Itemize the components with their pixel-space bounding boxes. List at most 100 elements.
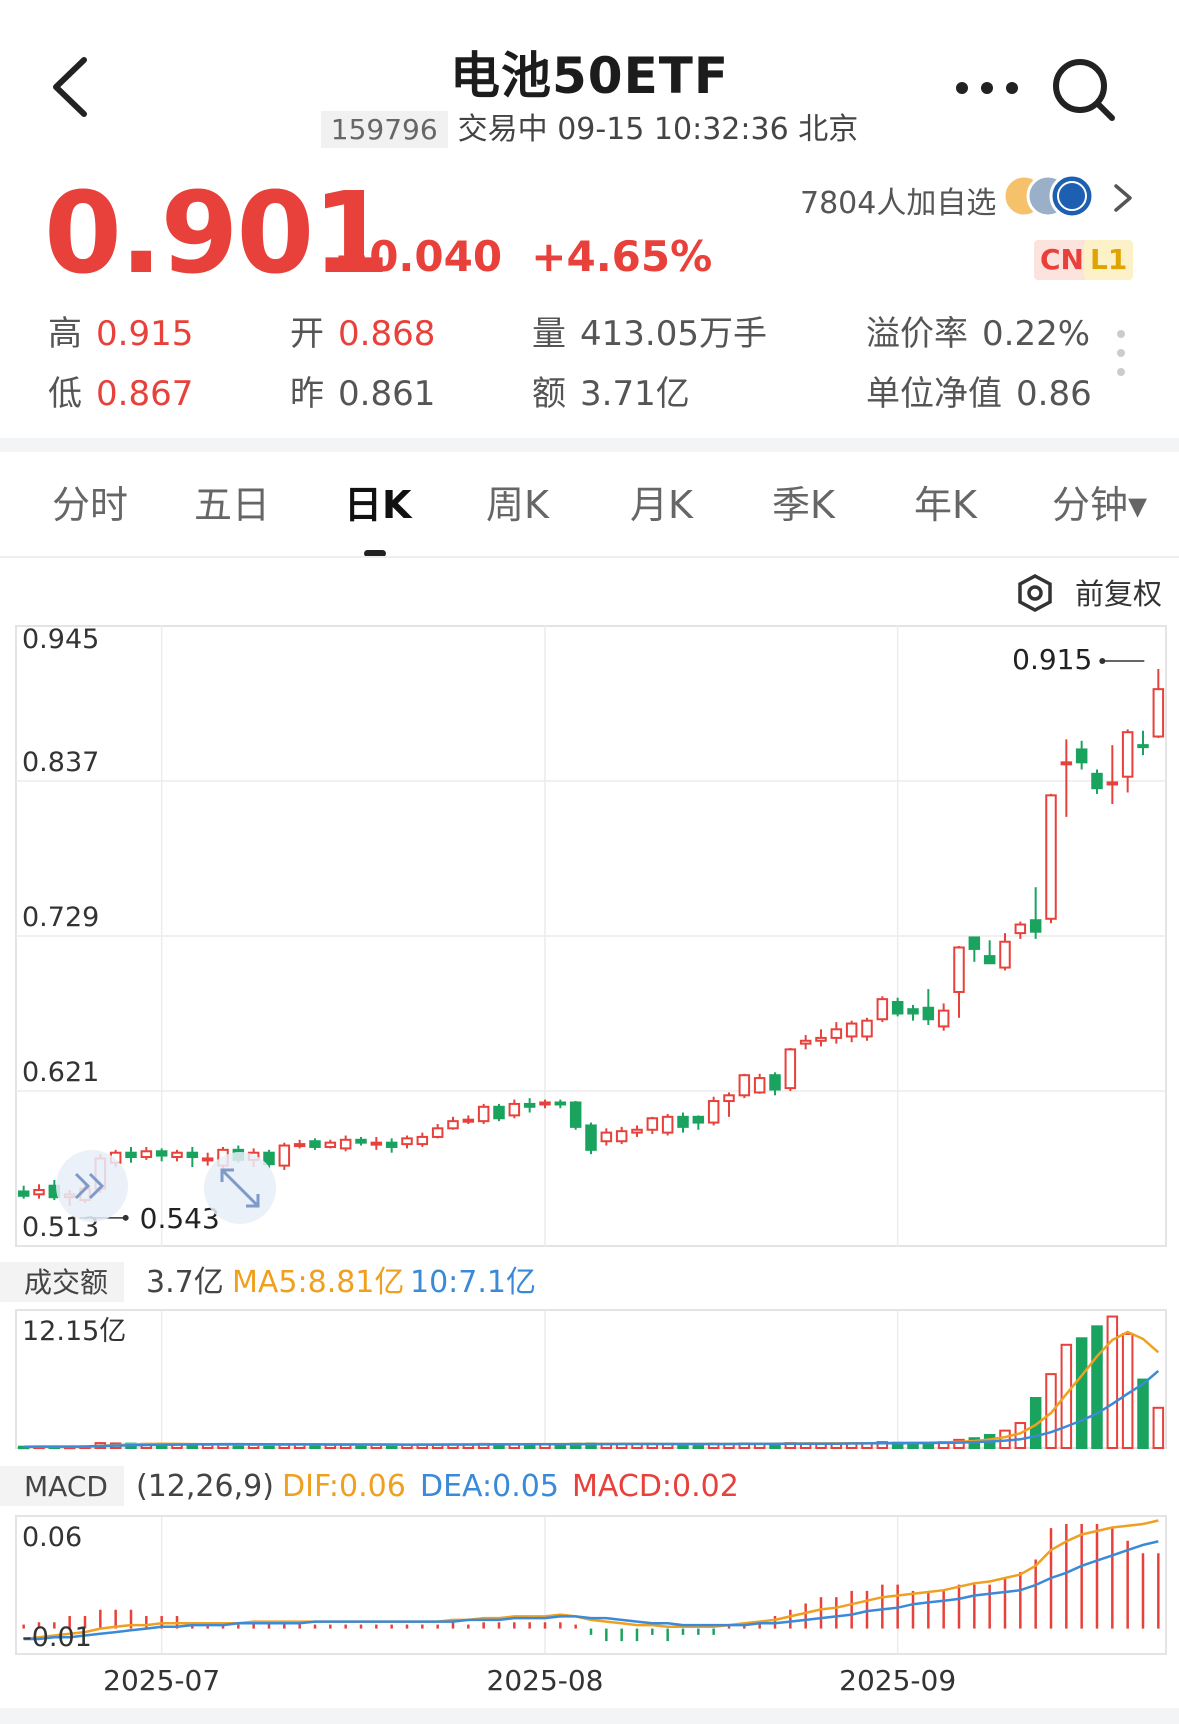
turnover-title: 成交额	[24, 1266, 108, 1299]
turnover-panel-frame	[15, 1309, 1167, 1449]
candle-body	[815, 1036, 827, 1042]
candle-body	[447, 1120, 459, 1130]
adjust-label: 前复权	[1075, 578, 1162, 611]
candle-body	[799, 1039, 812, 1045]
period-tabs: 分时 五日 日K 周K 月K 季K 年K 分钟▾	[0, 474, 1179, 554]
candle-body	[1014, 923, 1027, 935]
candle-body	[370, 1141, 383, 1146]
active-tab-indicator	[364, 550, 386, 557]
candle-body	[861, 1019, 873, 1038]
candle-body	[600, 1131, 613, 1143]
stat-high-value: 0.915	[96, 314, 194, 354]
followers-arrow[interactable]	[1110, 180, 1136, 216]
candle-body	[171, 1151, 183, 1159]
candle-body	[431, 1127, 444, 1138]
search-button[interactable]	[1048, 54, 1120, 126]
tab-yearly-k[interactable]: 年K	[914, 483, 977, 527]
stat-open-value: 0.868	[338, 314, 436, 354]
candle-body	[523, 1102, 536, 1108]
candle-body	[416, 1135, 429, 1146]
candle-body	[339, 1138, 352, 1150]
turnover-bar	[1091, 1325, 1103, 1450]
time-axis-tick: 2025-08	[487, 1664, 604, 1697]
candle-body	[830, 1028, 843, 1039]
tab-five-day[interactable]: 五日	[194, 483, 271, 527]
candle-body	[324, 1141, 337, 1148]
market-tag-cn: CN	[1034, 240, 1090, 280]
stat-high-label: 高	[48, 314, 82, 354]
scroll-left-button[interactable]	[56, 1150, 128, 1222]
double-chevron-icon	[74, 1172, 105, 1200]
candlestick-series	[17, 669, 1165, 1206]
candle-body	[201, 1157, 214, 1162]
candle-body	[968, 936, 981, 950]
macd-hist-label: MACD:0.02	[572, 1469, 739, 1504]
tab-minute[interactable]: 分钟▾	[1052, 483, 1148, 527]
stat-amount-label: 额	[532, 374, 566, 414]
last-price: 0.901	[44, 169, 390, 299]
turnover-axis-tick: 12.15亿	[22, 1316, 126, 1347]
candle-body	[631, 1128, 643, 1134]
turnover-title-bg	[0, 1262, 124, 1302]
candle-body	[462, 1118, 475, 1123]
tab-quarterly-k[interactable]: 季K	[772, 483, 835, 527]
candle-body	[891, 1001, 904, 1015]
adjust-button[interactable]: 前复权	[1018, 574, 1162, 612]
turnover-ma5-label: MA5:8.81亿	[232, 1265, 404, 1300]
candle-body	[707, 1100, 720, 1124]
time-axis-tick: 2025-09	[839, 1664, 956, 1697]
macd-series	[22, 1519, 1160, 1642]
candle-body	[661, 1115, 674, 1134]
candle-body	[1106, 781, 1119, 786]
stat-premium: 溢价率 0.22%	[866, 306, 1090, 355]
price-axis-tick: 0.945	[22, 624, 99, 655]
follower-avatars[interactable]	[1002, 172, 1098, 220]
candle-body	[17, 1190, 30, 1197]
tab-intraday[interactable]: 分时	[52, 483, 129, 527]
candle-body	[646, 1117, 659, 1131]
adjust-settings-icon	[1018, 574, 1052, 612]
candle-body	[1091, 772, 1103, 790]
follower-count[interactable]: 7804人加自选	[800, 186, 997, 221]
status-line: 159796 交易中 09-15 10:32:36 北京	[0, 104, 1179, 148]
candle-body	[999, 940, 1011, 969]
tab-weekly-k[interactable]: 周K	[486, 483, 549, 527]
expand-stats-button[interactable]	[1114, 328, 1128, 378]
turnover-ma10-line	[23, 1369, 1160, 1448]
macd-params: (12,26,9)	[136, 1469, 274, 1504]
stat-volume-value: 413.05万手	[580, 314, 767, 354]
stat-prev-close: 昨 0.861	[290, 366, 435, 415]
vertical-dots-icon	[1117, 330, 1125, 376]
stat-premium-label: 溢价率	[866, 314, 968, 354]
candle-body	[355, 1138, 367, 1144]
more-button[interactable]	[952, 70, 1022, 106]
candle-body	[263, 1151, 275, 1166]
stat-amount: 额 3.71亿	[532, 366, 690, 415]
fullscreen-button[interactable]	[204, 1152, 276, 1224]
tab-monthly-k[interactable]: 月K	[630, 483, 693, 527]
page-title: 电池50ETF	[450, 47, 729, 105]
turnover-series	[17, 1315, 1165, 1450]
candle-body	[983, 955, 996, 965]
section-divider	[0, 438, 1179, 452]
candle-body	[585, 1124, 597, 1151]
macd-dea-line	[23, 1540, 1159, 1641]
back-button[interactable]	[44, 52, 104, 122]
min-price-label: 0.543	[140, 1202, 220, 1235]
avatar-group-icon	[1002, 173, 1095, 219]
candle-body	[140, 1150, 153, 1159]
candle-body	[1045, 794, 1057, 920]
stat-high: 高 0.915	[48, 306, 193, 355]
tab-daily-k[interactable]: 日K	[344, 483, 412, 527]
stat-volume: 量 413.05万手	[532, 306, 767, 355]
stat-volume-label: 量	[532, 314, 566, 354]
candle-body	[539, 1101, 551, 1106]
macd-axis-tick: -0.01	[22, 1622, 92, 1653]
candle-body	[723, 1094, 735, 1103]
price-change: +0.040 +4.65%	[334, 232, 712, 281]
macd-dif-label: DIF:0.06	[282, 1469, 406, 1504]
candle-body	[278, 1144, 291, 1167]
candle-body	[293, 1143, 306, 1148]
